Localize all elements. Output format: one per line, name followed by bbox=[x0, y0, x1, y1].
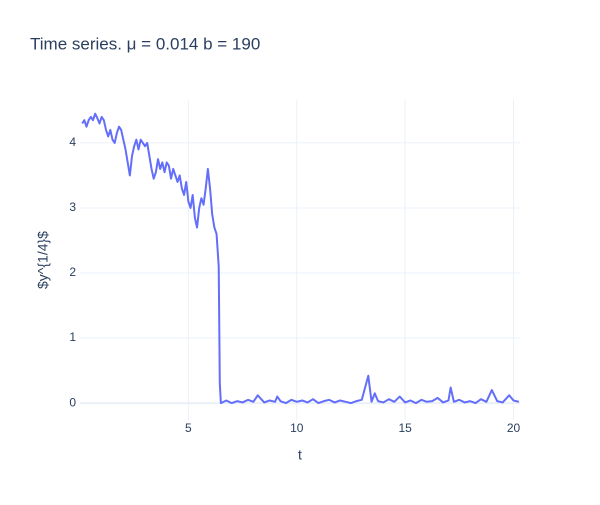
y-axis-label: $y^{1/4}$ bbox=[35, 231, 51, 289]
x-tick-label: 10 bbox=[290, 421, 304, 435]
x-tick-label: 5 bbox=[185, 421, 192, 435]
x-tick-label: 20 bbox=[507, 421, 521, 435]
y-tick-label: 0 bbox=[69, 395, 76, 409]
y-tick-label: 2 bbox=[69, 265, 76, 279]
y-tick-label: 1 bbox=[69, 330, 76, 344]
x-tick-label: 15 bbox=[398, 421, 412, 435]
line-series bbox=[81, 112, 520, 405]
x-axis-label: t bbox=[298, 447, 302, 463]
y-tick-label: 3 bbox=[69, 200, 76, 214]
chart-title: Time series. μ = 0.014 b = 190 bbox=[30, 34, 260, 53]
y-tick-label: 4 bbox=[69, 135, 76, 149]
